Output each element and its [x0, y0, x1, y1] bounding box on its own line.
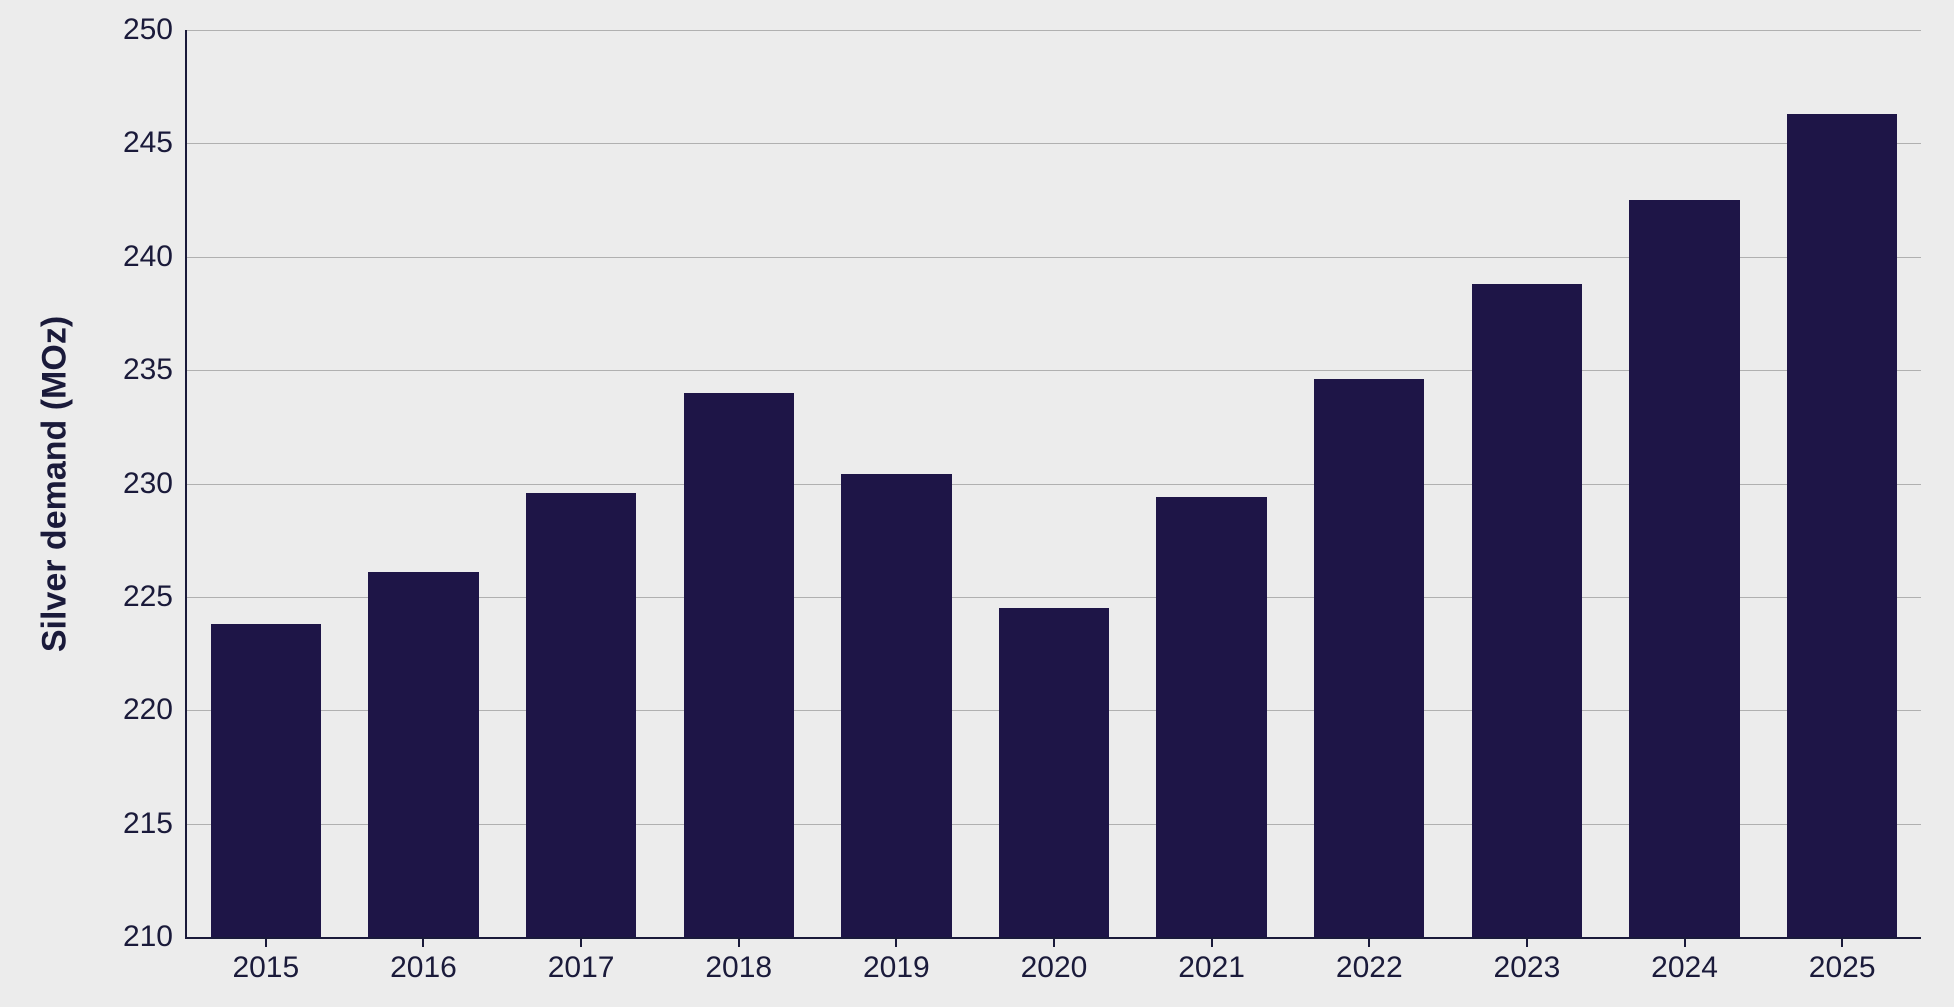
bar: [1629, 200, 1739, 937]
y-axis-title: Silver demand (MOz): [36, 315, 75, 651]
y-tick-label: 225: [123, 580, 187, 614]
y-tick-label: 220: [123, 693, 187, 727]
bar: [684, 393, 794, 937]
x-tick-label: 2024: [1651, 937, 1718, 985]
y-tick-label: 230: [123, 467, 187, 501]
y-tick-label: 215: [123, 807, 187, 841]
gridline: [187, 143, 1921, 144]
plot-area: 2102152202252302352402452502015201620172…: [185, 30, 1921, 939]
x-tick-label: 2025: [1809, 937, 1876, 985]
x-tick-label: 2020: [1021, 937, 1088, 985]
x-tick-label: 2018: [705, 937, 772, 985]
x-tick-label: 2016: [390, 937, 457, 985]
x-tick-label: 2023: [1494, 937, 1561, 985]
y-tick-label: 250: [123, 13, 187, 47]
gridline: [187, 30, 1921, 31]
bar: [368, 572, 478, 937]
bar: [1472, 284, 1582, 937]
bar: [1314, 379, 1424, 937]
bar: [841, 474, 951, 937]
bar: [999, 608, 1109, 937]
y-tick-label: 210: [123, 920, 187, 954]
x-tick-label: 2017: [548, 937, 615, 985]
y-tick-label: 240: [123, 240, 187, 274]
bar: [1787, 114, 1897, 937]
x-tick-label: 2015: [232, 937, 299, 985]
x-tick-label: 2022: [1336, 937, 1403, 985]
bar: [1156, 497, 1266, 937]
x-tick-label: 2021: [1178, 937, 1245, 985]
bar-chart: 210 215 220 225 230 235 240 245 250 2015 2016 2017 2…: [0, 0, 1954, 1007]
y-tick-label: 235: [123, 353, 187, 387]
bar: [211, 624, 321, 937]
y-tick-label: 245: [123, 126, 187, 160]
x-tick-label: 2019: [863, 937, 930, 985]
bar: [526, 493, 636, 937]
